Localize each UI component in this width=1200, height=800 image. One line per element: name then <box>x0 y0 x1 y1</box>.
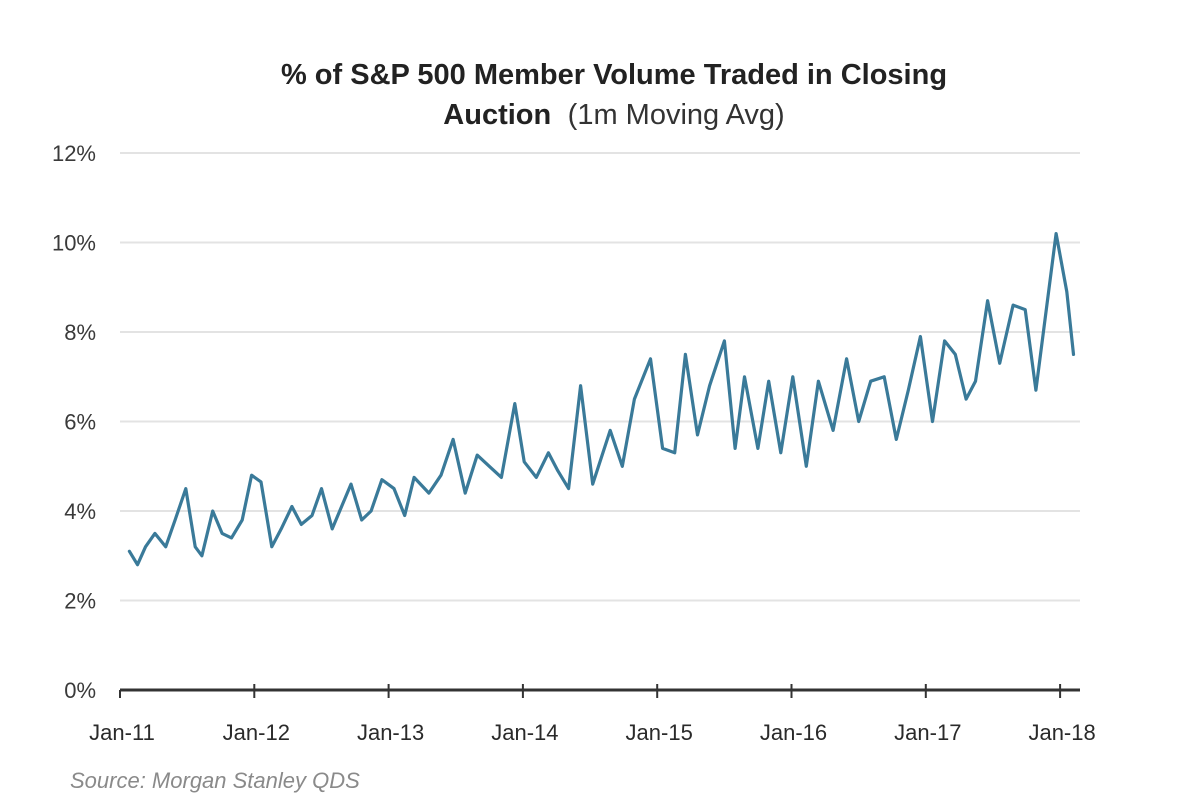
gridlines <box>120 152 1080 602</box>
x-tick-label: Jan-15 <box>626 720 693 745</box>
x-tick-label: Jan-16 <box>760 720 827 745</box>
y-axis-tick-labels: 0% 2% 4% 6% 8% 10% 12% <box>52 141 96 703</box>
x-tick-label: Jan-14 <box>491 720 558 745</box>
chart-title-bold-part: Auction <box>443 99 551 131</box>
source-note: Source: Morgan Stanley QDS <box>70 768 360 793</box>
y-tick-label: 6% <box>64 410 96 435</box>
y-tick-label: 12% <box>52 141 96 166</box>
y-tick-label: 4% <box>64 499 96 524</box>
y-tick-label: 10% <box>52 231 96 256</box>
chart-title: % of S&P 500 Member Volume Traded in Clo… <box>281 59 947 91</box>
series-layer <box>127 232 1076 567</box>
x-tick-label: Jan-11 <box>89 720 155 745</box>
y-tick-label: 0% <box>64 678 96 703</box>
chart-subtitle: (1m Moving Avg) <box>568 99 785 131</box>
x-tick-label: Jan-18 <box>1028 720 1095 745</box>
y-tick-label: 8% <box>64 320 96 345</box>
chart-title-line2: Auction (1m Moving Avg) <box>443 99 784 131</box>
y-tick-label: 2% <box>64 589 96 614</box>
x-tick-label: Jan-12 <box>223 720 290 745</box>
x-axis-ticks: Jan-11 Jan-12 Jan-13 Jan-14 Jan-15 Jan-16 Jan-… <box>89 684 1096 745</box>
x-tick-label: Jan-13 <box>357 720 424 745</box>
series-line <box>127 232 1076 567</box>
x-tick-label: Jan-17 <box>894 720 961 745</box>
